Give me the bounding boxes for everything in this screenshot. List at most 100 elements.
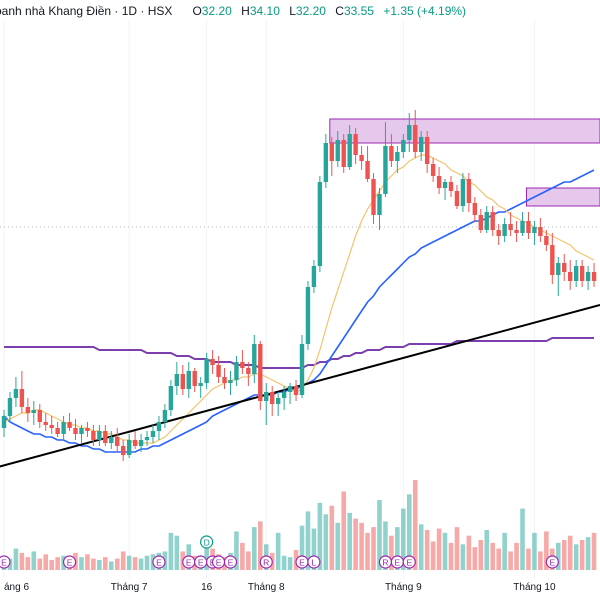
low-value: 32.20 [295, 4, 326, 18]
candle-body-82 [490, 212, 495, 230]
volume-bar-80 [478, 540, 484, 570]
candle-body-42 [252, 344, 257, 374]
candle-17 [103, 425, 108, 446]
candle-76 [454, 185, 460, 209]
candle-52 [311, 260, 317, 293]
candle-body-35 [210, 359, 215, 365]
volume-bar-75 [448, 542, 454, 570]
event-marker-4[interactable]: E [194, 555, 208, 569]
candle-43 [258, 341, 263, 410]
volume-bar-85 [508, 551, 513, 570]
event-marker-3[interactable]: E [182, 555, 196, 569]
candle-72 [430, 158, 436, 182]
candle-body-36 [216, 365, 221, 377]
volume-bar-62 [371, 527, 376, 570]
candle-56 [335, 131, 340, 167]
volume-bar-8 [49, 560, 54, 570]
volume-bar-50 [299, 525, 305, 570]
candle-7 [43, 413, 48, 431]
event-marker-0[interactable]: E [0, 555, 11, 569]
candle-body-30 [180, 374, 185, 389]
candle-83 [496, 224, 501, 245]
candle-82 [490, 206, 495, 236]
candle-body-13 [79, 428, 84, 434]
candle-8 [49, 416, 54, 434]
event-label-6: E [216, 558, 222, 568]
event-marker-9[interactable]: E [295, 555, 309, 569]
candle-64 [383, 122, 388, 197]
volume-bar-58 [347, 512, 352, 570]
candles [1, 110, 597, 461]
volume-bar-82 [490, 542, 496, 570]
candle-body-74 [442, 182, 448, 188]
candle-19 [115, 428, 120, 452]
volume-bar-63 [377, 500, 382, 570]
volume-bar-69 [412, 480, 418, 570]
candle-12 [73, 419, 78, 440]
candle-body-34 [204, 359, 209, 383]
dividend-marker[interactable]: D [200, 535, 214, 549]
event-marker-6[interactable]: E [211, 555, 226, 569]
candle-body-52 [311, 266, 317, 287]
candle-body-25 [150, 431, 156, 437]
candle-body-64 [383, 146, 388, 194]
candle-body-28 [168, 386, 174, 410]
volume-bar-96 [573, 544, 579, 570]
volume-bar-71 [424, 530, 430, 570]
candle-body-60 [359, 155, 364, 161]
volume-bar-98 [585, 537, 591, 570]
event-circle-13 [402, 555, 416, 569]
candle-36 [216, 356, 221, 383]
volume-bar-84 [502, 532, 507, 570]
candle-body-83 [496, 230, 501, 236]
event-marker-7[interactable]: E [223, 555, 238, 569]
event-marker-1[interactable]: E [62, 555, 77, 569]
candle-body-87 [520, 221, 525, 233]
candle-60 [359, 146, 364, 170]
candle-95 [568, 260, 573, 290]
candle-85 [508, 212, 513, 236]
event-marker-2[interactable]: E [152, 555, 166, 569]
volume-bar-24 [144, 555, 150, 570]
candle-body-21 [126, 440, 132, 455]
candle-51 [305, 281, 311, 350]
candle-body-65 [389, 146, 394, 161]
event-marker-13[interactable]: E [402, 555, 416, 569]
candle-body-91 [544, 236, 549, 245]
candle-body-73 [436, 176, 442, 188]
volume-bar-93 [555, 542, 561, 570]
volume-bar-67 [401, 508, 406, 570]
candle-2 [13, 377, 19, 407]
event-marker-11[interactable]: R [378, 555, 393, 569]
candle-body-33 [198, 383, 203, 386]
candle-32 [192, 368, 197, 392]
zone-1 [525, 187, 600, 207]
event-label-11: R [382, 558, 388, 568]
candle-body-99 [591, 272, 597, 281]
candle-body-12 [73, 428, 78, 434]
candle-body-14 [85, 428, 90, 431]
candle-body-0 [1, 416, 7, 428]
candle-body-89 [532, 227, 537, 233]
event-marker-12[interactable]: E [390, 555, 404, 569]
volume-bar-48 [287, 557, 293, 570]
event-marker-10[interactable]: L [307, 555, 321, 569]
candle-22 [132, 431, 138, 449]
candle-91 [544, 230, 549, 251]
candle-body-78 [466, 179, 472, 203]
candle-body-2 [13, 389, 19, 398]
candle-body-48 [287, 386, 293, 392]
candle-body-66 [395, 152, 400, 161]
event-marker-8[interactable]: R [259, 555, 273, 569]
event-label-10: L [312, 558, 317, 568]
x-axis: áng 6 Tháng 7 16 Tháng 8 Tháng 9 Tháng 10 [4, 582, 556, 593]
candle-body-40 [240, 362, 245, 368]
candle-body-88 [526, 221, 531, 233]
candle-body-19 [115, 437, 120, 446]
x-tick-label-0: áng 6 [4, 582, 29, 593]
event-markers[interactable]: EEEEEEEERELREEED [0, 535, 559, 569]
candle-body-41 [246, 368, 251, 374]
candle-80 [478, 209, 483, 233]
event-marker-14[interactable]: E [545, 555, 559, 569]
